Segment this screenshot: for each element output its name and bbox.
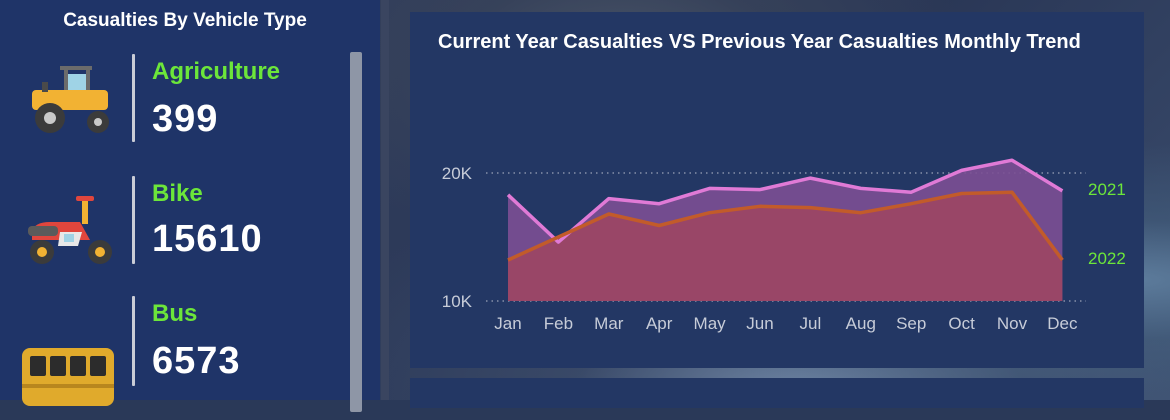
- vehicle-label: Bike: [152, 180, 203, 207]
- x-tick-label-mar: Mar: [594, 314, 624, 333]
- row-divider: [132, 176, 135, 264]
- x-tick-label-dec: Dec: [1047, 314, 1078, 333]
- panel-divider: [381, 0, 389, 400]
- row-divider: [132, 54, 135, 142]
- x-tick-label-jun: Jun: [746, 314, 773, 333]
- vehicle-value: 399: [152, 98, 219, 140]
- panel-title: Casualties By Vehicle Type: [63, 10, 307, 31]
- x-tick-label-apr: Apr: [646, 314, 673, 333]
- x-tick-label-sep: Sep: [896, 314, 926, 333]
- x-tick-label-aug: Aug: [846, 314, 876, 333]
- trend-chart: 20K 10K Jan Feb Mar Apr May Jun Jul Aug Sep Oct No…: [442, 158, 1126, 333]
- motorbike-icon: [28, 196, 112, 264]
- vehicle-row-agriculture[interactable]: Agriculture 399: [0, 50, 340, 150]
- y-tick-label: 10K: [442, 292, 473, 311]
- vehicle-value: 6573: [152, 340, 241, 382]
- series-2022-area: [508, 192, 1063, 301]
- vehicle-type-panel: Casualties By Vehicle Type Agriculture 3…: [0, 0, 380, 412]
- x-tick-label-feb: Feb: [544, 314, 573, 333]
- series-label-2021: 2021: [1088, 180, 1126, 199]
- row-divider: [132, 296, 135, 386]
- y-tick-label: 20K: [442, 164, 473, 183]
- vehicle-row-bus[interactable]: Bus 6573: [0, 294, 340, 406]
- monthly-trend-card: Current Year Casualties VS Previous Year…: [410, 12, 1144, 368]
- scrollbar[interactable]: [350, 52, 362, 412]
- tractor-icon: [32, 66, 109, 133]
- series-2021-line[interactable]: [506, 158, 1064, 244]
- series-2022-line[interactable]: [507, 190, 1064, 262]
- x-tick-label-may: May: [694, 314, 727, 333]
- x-tick-label-jul: Jul: [800, 314, 822, 333]
- series-label-2022: 2022: [1088, 249, 1126, 268]
- x-tick-label-jan: Jan: [494, 314, 521, 333]
- vehicle-label: Agriculture: [152, 58, 281, 85]
- vehicle-row-bike[interactable]: Bike 15610: [0, 172, 340, 272]
- vehicle-label: Bus: [152, 300, 198, 327]
- x-tick-label-nov: Nov: [997, 314, 1028, 333]
- bus-icon: [22, 348, 114, 406]
- vehicle-value: 15610: [152, 218, 263, 260]
- bottom-card: [410, 378, 1144, 408]
- x-tick-label-oct: Oct: [948, 314, 975, 333]
- chart-title: Current Year Casualties VS Previous Year…: [438, 31, 1081, 53]
